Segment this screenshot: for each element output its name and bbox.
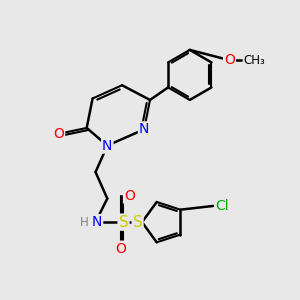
Text: N: N <box>92 215 102 229</box>
Text: N: N <box>102 139 112 153</box>
Text: H: H <box>80 216 89 229</box>
Text: O: O <box>53 127 64 141</box>
Text: CH₃: CH₃ <box>244 54 266 67</box>
Text: O: O <box>224 53 235 67</box>
Text: S: S <box>133 214 142 230</box>
Text: O: O <box>124 189 135 202</box>
Text: Cl: Cl <box>215 199 229 213</box>
Text: N: N <box>139 122 149 136</box>
Text: S: S <box>118 214 128 230</box>
Text: O: O <box>115 242 126 256</box>
